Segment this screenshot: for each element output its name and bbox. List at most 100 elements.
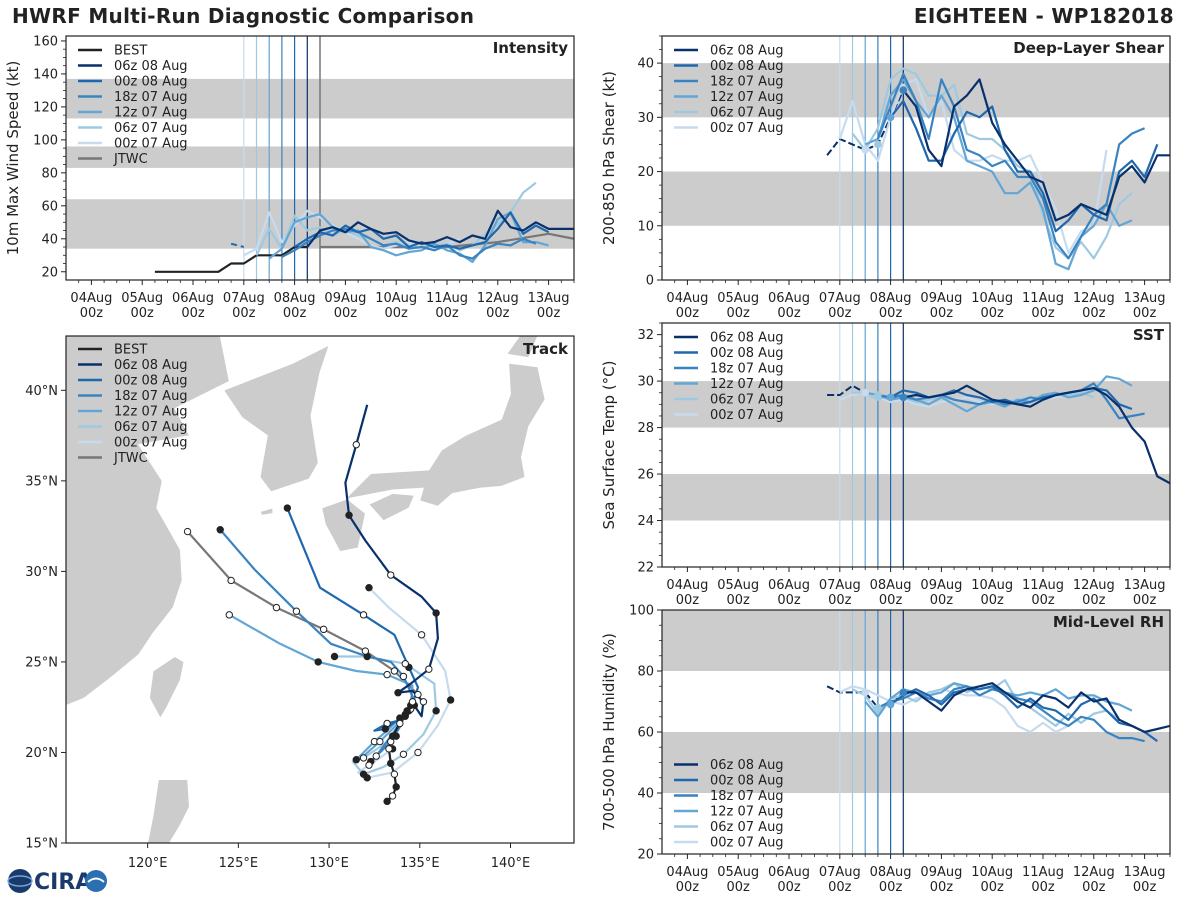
panel-title: Track bbox=[523, 340, 569, 358]
track-marker bbox=[352, 756, 360, 764]
x-tick-label-day: 06Aug bbox=[768, 291, 810, 306]
x-tick-label-day: 05Aug bbox=[717, 865, 759, 880]
y-tick-label: 40 bbox=[637, 787, 654, 802]
track-marker bbox=[432, 609, 440, 617]
chart-track: 120°E 125°E 130°E 135°E 140°E 15°N 20°N 25°N 30°… bbox=[25, 335, 575, 871]
best-line bbox=[154, 245, 308, 273]
legend-label: 06z 07 Aug bbox=[114, 420, 188, 435]
x-tick-label-hour: 00z bbox=[777, 306, 801, 321]
logo-globe-icon bbox=[8, 869, 32, 893]
init-marker bbox=[886, 393, 895, 402]
legend-label: 06z 07 Aug bbox=[710, 393, 784, 408]
best-marker bbox=[388, 732, 397, 740]
y-tick-label: 20 bbox=[637, 165, 654, 180]
best-marker bbox=[387, 759, 395, 768]
x-tick-label-day: 04Aug bbox=[70, 291, 112, 306]
legend-label: 06z 08 Aug bbox=[114, 59, 188, 74]
legend-label: 12z 07 Aug bbox=[114, 106, 188, 121]
korea-peninsula bbox=[223, 344, 330, 493]
track-marker bbox=[401, 660, 409, 668]
x-tick-label-hour: 00z bbox=[828, 593, 852, 608]
plot-area bbox=[66, 36, 574, 280]
track-marker bbox=[283, 504, 292, 512]
legend-label: 06z 08 Aug bbox=[710, 758, 784, 773]
chart-intensity: 2040608010012014016004Aug00z05Aug00z06Au… bbox=[4, 34, 575, 321]
best-marker bbox=[383, 797, 391, 806]
x-tick-label-hour: 00z bbox=[930, 880, 954, 895]
lon-tick-label: 130°E bbox=[309, 856, 349, 871]
y-tick-label: 80 bbox=[41, 166, 58, 181]
china-coast bbox=[66, 336, 230, 706]
legend-label: 00z 08 Aug bbox=[710, 346, 784, 361]
x-tick-label-day: 09Aug bbox=[920, 578, 962, 593]
legend-label: 12z 07 Aug bbox=[114, 405, 188, 420]
legend-label: 06z 07 Aug bbox=[114, 121, 188, 136]
x-tick-label-day: 11Aug bbox=[426, 291, 468, 306]
x-tick-label-day: 13Aug bbox=[528, 291, 570, 306]
track-marker bbox=[417, 631, 426, 639]
lon-tick-label: 135°E bbox=[400, 856, 440, 871]
y-tick-label: 140 bbox=[33, 67, 58, 82]
x-tick-label-day: 10Aug bbox=[971, 578, 1013, 593]
logo-text: CIRA bbox=[34, 870, 92, 895]
legend-label: 06z 08 Aug bbox=[710, 331, 784, 346]
y-tick-label: 80 bbox=[637, 665, 654, 680]
x-tick-label-hour: 00z bbox=[879, 880, 903, 895]
track-marker bbox=[359, 611, 368, 619]
y-axis-label: 10m Max Wind Speed (kt) bbox=[4, 61, 22, 256]
best-marker bbox=[396, 719, 404, 728]
track-marker bbox=[372, 752, 380, 760]
y-tick-label: 160 bbox=[33, 34, 58, 49]
x-tick-label-hour: 00z bbox=[435, 306, 459, 321]
legend-label: 12z 07 Aug bbox=[710, 805, 784, 820]
y-tick-label: 120 bbox=[33, 100, 58, 115]
track-marker bbox=[414, 748, 422, 757]
japan-shikoku bbox=[368, 493, 415, 522]
legend-label: 18z 07 Aug bbox=[710, 362, 784, 377]
page-title: HWRF Multi-Run Diagnostic Comparison bbox=[12, 4, 475, 28]
legend-label: 06z 08 Aug bbox=[710, 44, 784, 59]
x-tick-label-day: 08Aug bbox=[870, 865, 912, 880]
x-tick-label-day: 12Aug bbox=[1073, 578, 1115, 593]
init-marker bbox=[874, 703, 882, 712]
panel-title: Intensity bbox=[493, 39, 569, 57]
series-line-3 bbox=[864, 682, 1133, 718]
storm-name: EIGHTEEN - WP182018 bbox=[913, 4, 1174, 28]
legend-label: 00z 07 Aug bbox=[710, 121, 784, 136]
track-marker bbox=[359, 754, 368, 762]
legend-label: 00z 07 Aug bbox=[710, 408, 784, 423]
y-tick-label: 30 bbox=[637, 111, 654, 126]
y-tick-label: 10 bbox=[637, 219, 654, 234]
x-tick-label-day: 09Aug bbox=[920, 291, 962, 306]
x-tick-label-day: 06Aug bbox=[768, 578, 810, 593]
x-tick-label-hour: 00z bbox=[1082, 306, 1106, 321]
lat-tick-label: 25°N bbox=[25, 655, 58, 670]
x-tick-label-day: 05Aug bbox=[717, 291, 759, 306]
x-tick-label-hour: 00z bbox=[385, 306, 409, 321]
x-tick-label-hour: 00z bbox=[1031, 593, 1055, 608]
track-marker bbox=[216, 526, 224, 534]
chart-rh: 2040608010004Aug00z05Aug00z06Aug00z07Aug… bbox=[600, 604, 1171, 895]
y-tick-label: 20 bbox=[41, 265, 58, 280]
threshold-band bbox=[662, 474, 1170, 521]
legend-label: 18z 07 Aug bbox=[114, 90, 188, 105]
track-marker bbox=[352, 440, 360, 449]
track-marker bbox=[381, 725, 390, 733]
x-tick-label-day: 05Aug bbox=[717, 578, 759, 593]
x-tick-label-day: 10Aug bbox=[971, 291, 1013, 306]
lat-tick-label: 15°N bbox=[25, 837, 58, 852]
x-tick-label-hour: 00z bbox=[537, 306, 561, 321]
legend-label: 18z 07 Aug bbox=[710, 789, 784, 804]
init-marker bbox=[874, 391, 882, 399]
legend-label: 18z 07 Aug bbox=[114, 389, 188, 404]
best-marker bbox=[408, 698, 417, 706]
best-marker bbox=[388, 792, 397, 800]
x-tick-label-hour: 00z bbox=[232, 306, 256, 321]
x-tick-label-day: 13Aug bbox=[1124, 578, 1166, 593]
track-marker bbox=[394, 689, 402, 697]
init-marker bbox=[886, 113, 895, 122]
x-tick-label-day: 07Aug bbox=[819, 578, 861, 593]
threshold-band bbox=[662, 732, 1170, 793]
